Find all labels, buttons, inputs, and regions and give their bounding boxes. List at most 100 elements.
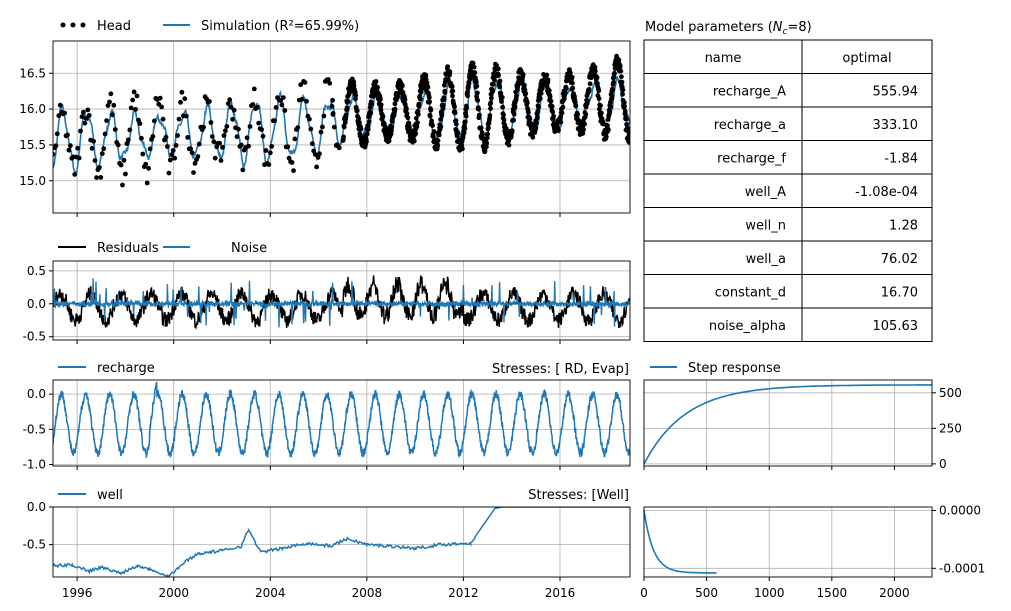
head-point (143, 161, 149, 167)
head-point (404, 106, 409, 112)
head-point (144, 180, 150, 186)
head-point (166, 170, 172, 176)
head-point (98, 175, 104, 180)
head-point (343, 112, 349, 118)
head-point (546, 88, 552, 94)
head-point (465, 93, 470, 99)
head-point (295, 125, 301, 130)
head-point (182, 96, 188, 102)
param-name: well_a (746, 252, 786, 267)
head-point (592, 64, 598, 70)
head-point (260, 133, 266, 139)
head-point (537, 96, 543, 101)
head-point (611, 79, 616, 85)
head-point (622, 108, 628, 114)
head-point (569, 74, 575, 80)
head-point (280, 95, 286, 100)
recharge-line (53, 381, 630, 460)
y-tick-label: 0.0 (27, 500, 46, 514)
head-point (441, 97, 447, 102)
head-point (211, 139, 217, 145)
legend-recharge-label: recharge (97, 361, 155, 376)
head-point (445, 64, 450, 69)
param-value: 16.70 (881, 285, 918, 300)
head-point (452, 110, 458, 116)
head-point (471, 64, 477, 70)
head-point (548, 98, 554, 104)
head-point (302, 80, 308, 85)
head-point (234, 134, 240, 140)
head-point (218, 158, 224, 163)
head-point (482, 148, 488, 154)
head-point (551, 113, 556, 119)
y-tick-label: 0.0000 (939, 503, 981, 517)
head-point (228, 104, 234, 110)
param-value: 105.63 (873, 319, 919, 334)
head-point (435, 138, 441, 144)
head-point (506, 142, 512, 148)
head-point (331, 124, 337, 130)
head-point (549, 104, 555, 109)
head-point (167, 157, 173, 163)
head-point (244, 135, 250, 141)
head-point (120, 182, 125, 188)
head-point (533, 125, 539, 131)
y-tick-label: -0.0001 (939, 561, 985, 575)
head-point (128, 105, 134, 111)
head-point (395, 94, 400, 99)
head-point (189, 150, 195, 156)
legend-noise-label: Noise (231, 241, 267, 256)
y-tick: 250 (932, 421, 962, 435)
head-point (415, 120, 420, 125)
head-point (56, 113, 62, 119)
head-point (545, 77, 551, 83)
head-point (285, 144, 291, 150)
head-point (159, 104, 165, 110)
head-point (108, 91, 114, 97)
head-point (227, 97, 233, 103)
legend-well: well Stresses: [Well] (58, 488, 629, 503)
head-point (62, 110, 67, 116)
head-point (78, 128, 83, 134)
head-point (89, 146, 95, 151)
step-response-recharge-axes: 500 250 0 (643, 379, 962, 471)
head-point (221, 133, 227, 138)
recharge-axes: 0.0 -0.5 -1.0 (23, 379, 631, 472)
head-point (550, 109, 556, 115)
head-point (563, 85, 569, 91)
head-point (484, 135, 490, 141)
head-point (195, 154, 201, 159)
head-point (404, 111, 410, 116)
params-title: Model parameters (Nc=8) (645, 20, 812, 37)
head-point (173, 143, 179, 148)
head-point (85, 107, 91, 113)
head-point (520, 72, 526, 77)
head-point (217, 140, 223, 146)
table-header-optimal: optimal (842, 51, 891, 66)
param-name: well_n (745, 218, 786, 233)
head-point (196, 141, 202, 147)
y-tick: 15.5 (19, 138, 53, 152)
head-point (373, 79, 379, 84)
head-point (68, 143, 73, 149)
head-point (610, 87, 616, 93)
head-point (427, 113, 433, 119)
head-point (330, 97, 335, 103)
head-point (354, 108, 360, 114)
y-tick-label: 16.0 (19, 102, 46, 116)
head-point (92, 158, 98, 163)
head-point (298, 82, 304, 88)
head-point (247, 124, 253, 129)
y-tick-label: 16.5 (19, 66, 46, 80)
y-tick-label: 0.5 (27, 264, 46, 278)
head-point (466, 81, 472, 86)
noise-line (53, 278, 630, 328)
head-point (314, 164, 319, 170)
head-point (575, 112, 581, 117)
head-point (236, 126, 241, 132)
head-point (478, 125, 484, 131)
head-point (563, 90, 568, 96)
step-response-well-axes: 0.0000 -0.0001 0 500 1000 1500 2000 (640, 503, 985, 600)
head-point (208, 120, 214, 125)
head-point (526, 110, 531, 115)
